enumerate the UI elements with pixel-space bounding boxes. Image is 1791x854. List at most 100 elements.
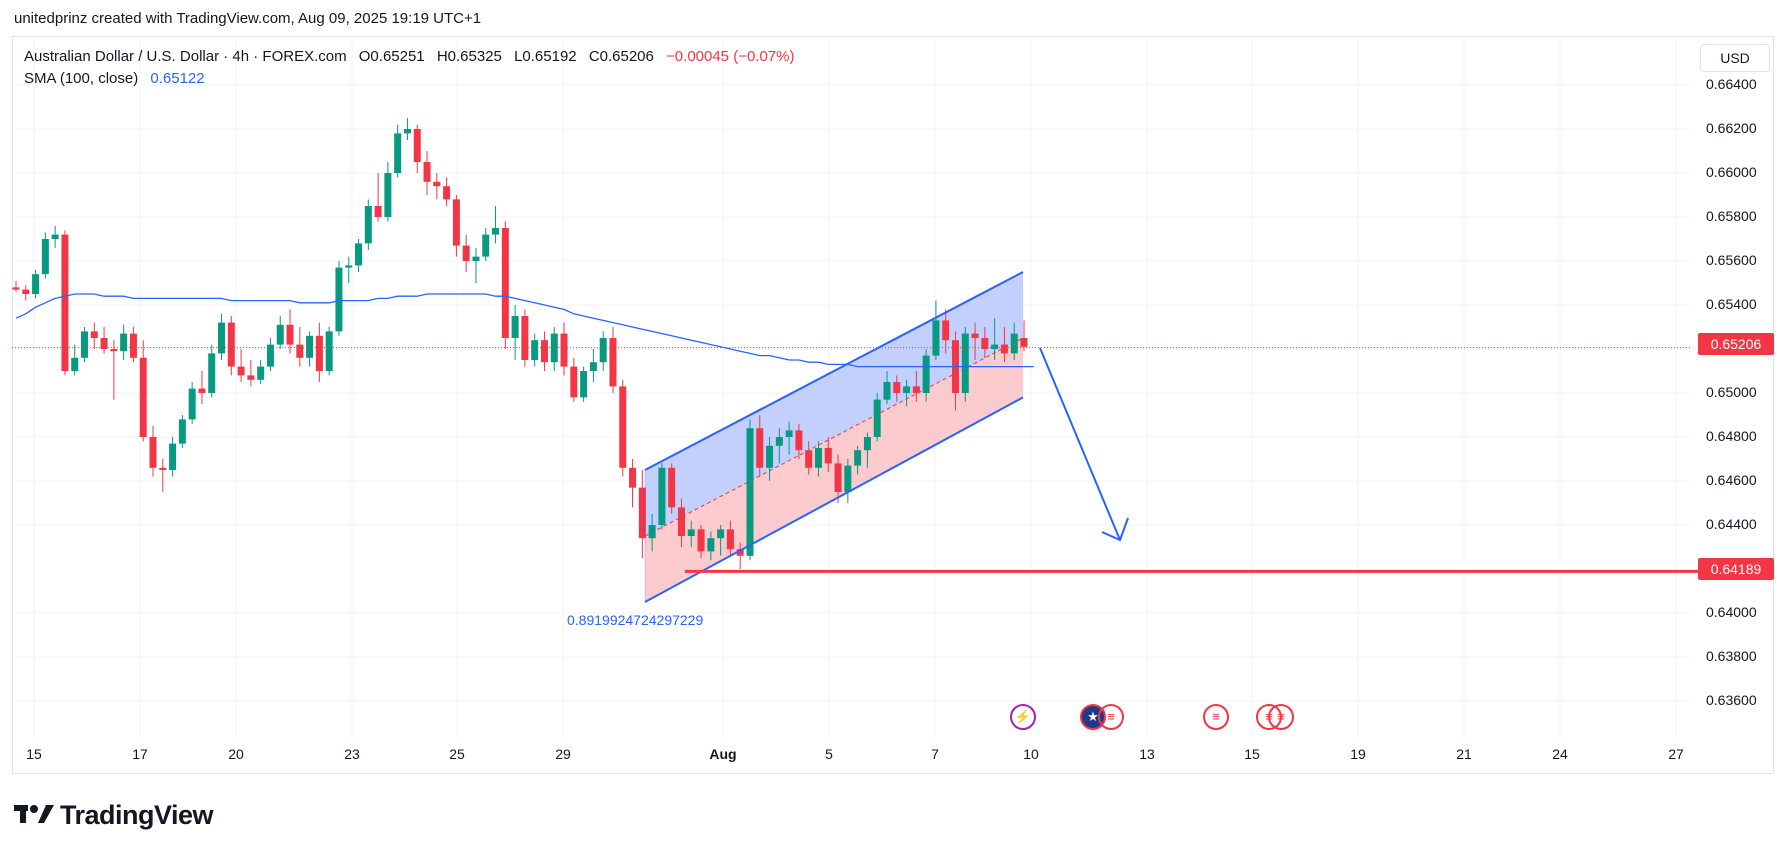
open-value: O0.65251: [358, 48, 425, 65]
candle-body: [961, 333, 969, 393]
candle-body: [873, 399, 881, 437]
candle-body: [668, 467, 676, 508]
time-tick-label: 10: [1023, 746, 1039, 762]
candle-body: [805, 450, 813, 468]
projection-arrow-line: [1039, 347, 1121, 541]
candle-body: [100, 338, 108, 349]
candle-body: [775, 437, 783, 446]
candle-body: [912, 386, 920, 393]
candle-body: [462, 245, 470, 261]
chart-legend: Australian Dollar / U.S. Dollar · 4h · F…: [24, 46, 794, 90]
candle-body: [120, 333, 128, 352]
close-value: C0.65206: [588, 48, 654, 65]
tradingview-logo-icon: [14, 801, 54, 832]
candle-body: [139, 357, 147, 437]
candle-body: [178, 419, 186, 444]
time-tick-label: 13: [1139, 746, 1155, 762]
candle-body: [619, 386, 627, 468]
price-tick-label: 0.63600: [1706, 692, 1757, 708]
candle-body: [129, 333, 137, 358]
candle-body: [423, 162, 431, 182]
candle-body: [932, 320, 940, 356]
current-price-label: 0.65206: [1698, 333, 1774, 355]
candle-body: [413, 129, 421, 162]
candle-body: [257, 366, 265, 380]
candle-body: [345, 265, 353, 268]
candle-body: [580, 371, 588, 398]
brand-name: TradingView: [60, 800, 214, 830]
price-tick-label: 0.66200: [1706, 120, 1757, 136]
candle-body: [717, 529, 725, 539]
lightning-event-icon[interactable]: ⚡: [1010, 704, 1036, 730]
candle-body: [482, 234, 490, 257]
candle-body: [266, 344, 274, 367]
candle-body: [227, 322, 235, 367]
candle-body: [560, 333, 568, 367]
price-tick-label: 0.65800: [1706, 208, 1757, 224]
candle-body: [766, 445, 774, 468]
candle-body: [795, 430, 803, 451]
us-flag-event-icon[interactable]: ≡: [1098, 704, 1124, 730]
candle-body: [863, 437, 871, 451]
change-value: −0.00045 (−0.07%): [666, 48, 795, 65]
candle-body: [90, 331, 98, 338]
candle-body: [433, 181, 441, 187]
us-flag-event-icon-4[interactable]: ≡: [1268, 704, 1294, 730]
price-tick-label: 0.64400: [1706, 516, 1757, 532]
candle-body: [335, 267, 343, 332]
candle-body: [306, 335, 314, 358]
high-value: H0.65325: [436, 48, 502, 65]
time-tick-label: 15: [26, 746, 42, 762]
candle-body: [589, 362, 597, 371]
candle-body: [599, 338, 607, 363]
candle-body: [550, 333, 558, 363]
channel-upper-fill: [645, 272, 1023, 536]
candle-body: [374, 206, 382, 217]
symbol-label[interactable]: Australian Dollar / U.S. Dollar · 4h · F…: [24, 48, 347, 65]
sma-value: 0.65122: [150, 70, 205, 87]
candle-body: [922, 355, 930, 393]
candle-body: [315, 335, 323, 371]
time-tick-label: 23: [344, 746, 360, 762]
candle-body: [726, 529, 734, 550]
fib-ratio-label: 0.8919924724297229: [567, 612, 704, 628]
low-value: L0.65192: [514, 48, 577, 65]
candle-body: [198, 388, 206, 393]
price-tick-label: 0.66000: [1706, 164, 1757, 180]
us-flag-event-icon-2[interactable]: ≡: [1203, 704, 1229, 730]
candle-body: [785, 430, 793, 437]
price-tick-label: 0.65600: [1706, 252, 1757, 268]
candle-body: [501, 228, 509, 338]
channel-lower-line: [644, 396, 1024, 603]
candle-body: [756, 428, 764, 468]
time-tick-label: 7: [931, 746, 939, 762]
currency-button[interactable]: USD: [1700, 44, 1770, 72]
candle-body: [159, 467, 167, 470]
candle-body: [81, 331, 89, 358]
price-tick-label: 0.64000: [1706, 604, 1757, 620]
chart-frame: [12, 36, 1774, 774]
candle-body: [286, 324, 294, 345]
candle-body: [149, 437, 157, 468]
candle-body: [247, 375, 255, 380]
sma-label[interactable]: SMA (100, close): [24, 70, 139, 87]
candle-body: [854, 450, 862, 466]
candle-body: [824, 448, 832, 464]
candle-body: [355, 243, 363, 266]
channel-upper-line: [644, 271, 1024, 471]
candle-body: [981, 338, 989, 349]
projection-arrow-head: [1101, 517, 1129, 542]
candle-body: [32, 274, 40, 294]
time-tick-label: 20: [228, 746, 244, 762]
channel-mid-line: [644, 337, 1024, 537]
candle-body: [942, 320, 950, 341]
candle-body: [237, 366, 245, 376]
candle-body: [12, 287, 20, 290]
candle-body: [991, 344, 999, 349]
candle-body: [110, 349, 118, 352]
candle-body: [394, 133, 402, 173]
candle-body: [746, 428, 754, 556]
sma-line: [15, 293, 1034, 368]
candle-body: [814, 448, 822, 468]
